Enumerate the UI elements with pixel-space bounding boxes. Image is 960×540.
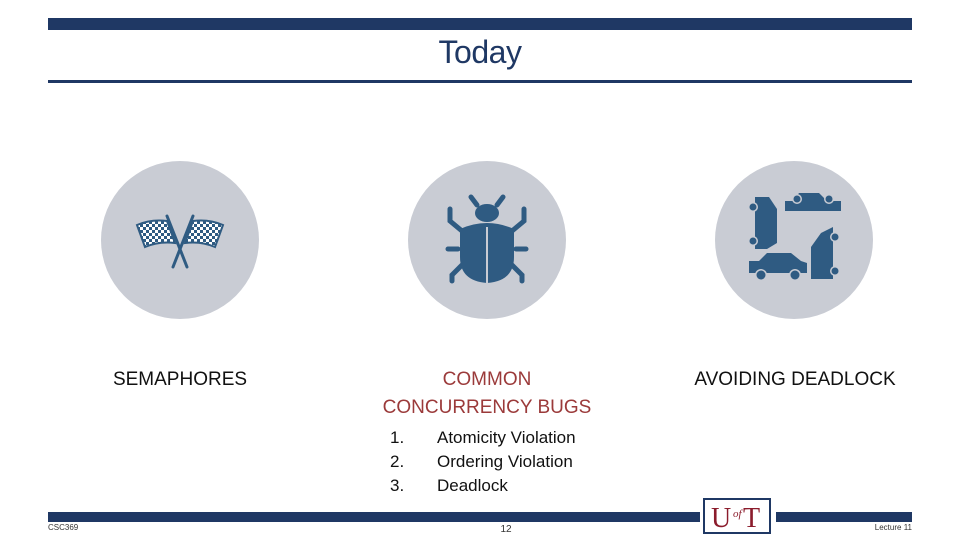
list-item: 3. Deadlock <box>390 474 576 498</box>
footer-course-code: CSC369 <box>48 523 79 532</box>
footer-bar-right <box>776 512 912 522</box>
list-number: 2. <box>390 452 405 471</box>
bug-icon <box>445 194 529 284</box>
footer-page-number: 12 <box>500 524 512 535</box>
footer-lecture-label: Lecture 11 <box>874 523 912 532</box>
bugs-icon-circle <box>408 161 566 319</box>
list-text: Ordering Violation <box>437 452 573 471</box>
uoft-logo-mark: U of T <box>711 503 760 532</box>
list-number: 1. <box>390 428 405 447</box>
logo-letters-of: of <box>733 508 744 520</box>
bug-types-list: 1. Atomicity Violation 2. Ordering Viola… <box>390 426 576 498</box>
footer-bar-left <box>48 512 700 522</box>
checkered-flags-icon <box>135 214 225 269</box>
list-item: 2. Ordering Violation <box>390 450 576 474</box>
list-number: 3. <box>390 476 405 495</box>
title-underline-rule <box>48 80 912 83</box>
logo-letter-u: U <box>711 503 731 532</box>
topic-line-1: COMMON <box>442 369 532 390</box>
deadlock-icon-circle <box>715 161 873 319</box>
topic-line-2: CONCURRENCY BUGS <box>382 397 592 418</box>
logo-letter-t: T <box>743 503 760 532</box>
semaphores-icon-circle <box>101 161 259 319</box>
cars-gridlock-icon <box>748 193 841 281</box>
top-header-bar <box>48 18 912 30</box>
topic-common-concurrency-bugs: COMMON CONCURRENCY BUGS <box>357 366 617 422</box>
topic-avoiding-deadlock: AVOIDING DEADLOCK <box>694 369 896 390</box>
list-item: 1. Atomicity Violation <box>390 426 576 450</box>
list-text: Atomicity Violation <box>437 428 576 447</box>
slide-title: Today <box>438 34 522 70</box>
topic-semaphores: SEMAPHORES <box>112 369 248 390</box>
list-text: Deadlock <box>437 476 508 495</box>
uoft-logo: U of T <box>703 498 771 534</box>
